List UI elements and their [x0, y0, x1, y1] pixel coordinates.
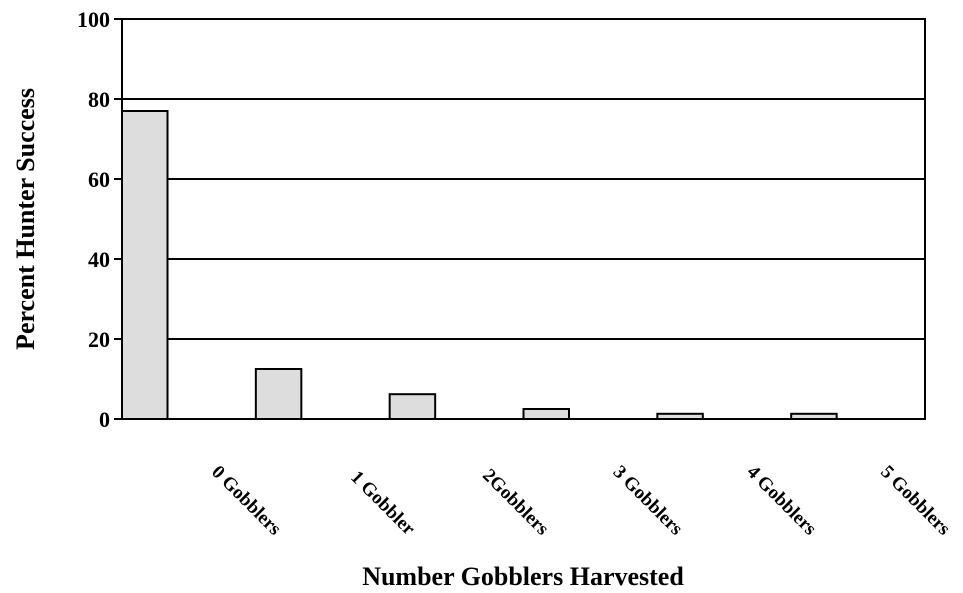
x-axis-category-labels: 0 Gobblers 1 Gobbler 2Gobblers 3 Gobblers 4 … — [207, 462, 954, 540]
x-category-label: 1 Gobbler — [346, 467, 419, 540]
x-category-label: 0 Gobblers — [207, 462, 285, 540]
y-tick-label: 20 — [88, 327, 110, 352]
x-category-label: 2Gobblers — [478, 465, 553, 540]
y-axis-title: Percent Hunter Success — [11, 88, 40, 350]
x-category-label: 4 Gobblers — [743, 462, 821, 540]
bar — [388, 393, 437, 421]
bars — [121, 110, 838, 421]
y-tick-label: 80 — [88, 87, 110, 112]
y-tick-label: 100 — [77, 7, 110, 32]
bar — [522, 408, 571, 420]
gridlines — [122, 98, 925, 340]
y-axis-ticks: 0 20 40 60 80 100 — [77, 7, 122, 432]
x-category-label: 5 Gobblers — [876, 462, 954, 540]
bar — [254, 368, 303, 420]
x-axis-title: Number Gobblers Harvested — [362, 562, 684, 591]
plot-frame — [121, 18, 926, 420]
y-tick-label: 40 — [88, 247, 110, 272]
x-category-label: 3 Gobblers — [609, 462, 687, 540]
y-tick-label: 60 — [88, 167, 110, 192]
y-tick-label: 0 — [99, 407, 110, 432]
bar — [121, 110, 169, 420]
